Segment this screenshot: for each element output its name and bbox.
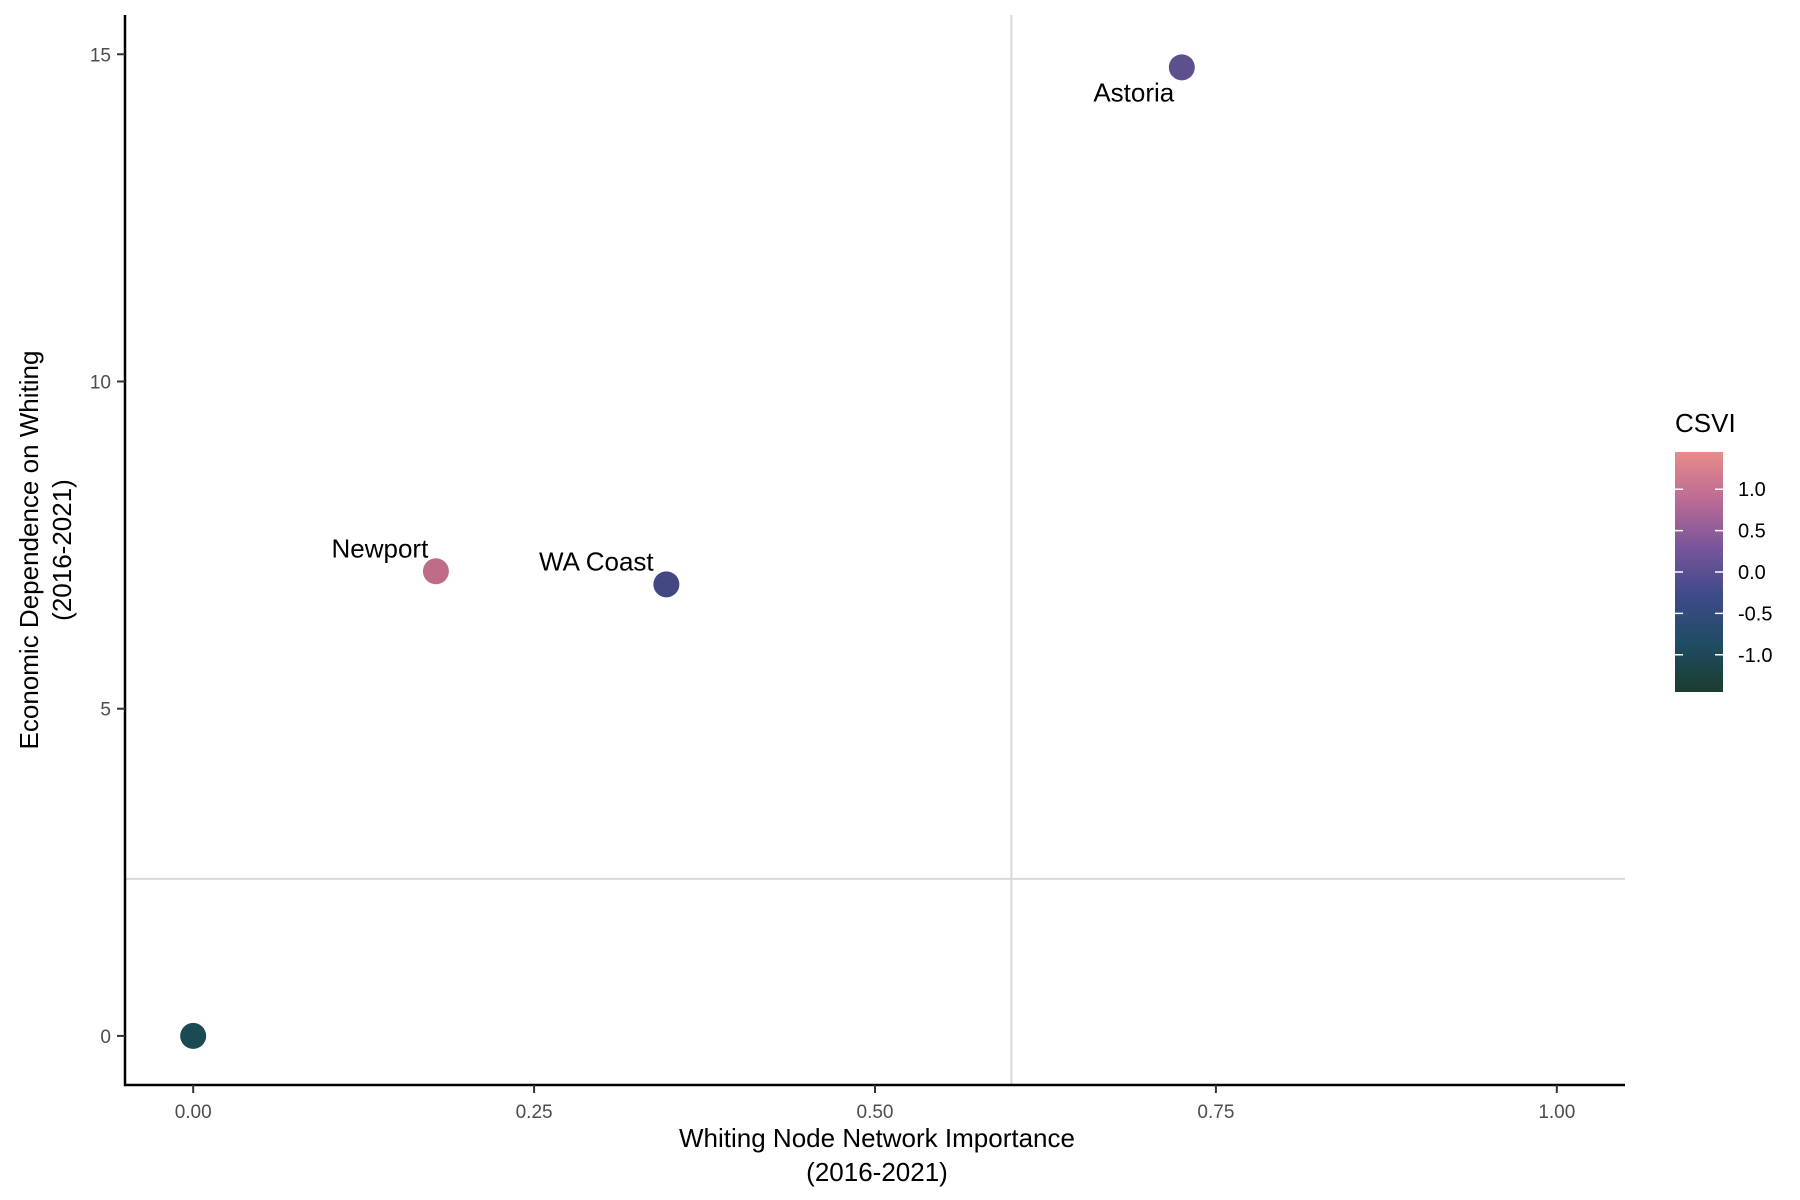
legend-tick-label: 0.0	[1738, 562, 1766, 584]
y-axis-ticks: 0 5 10 15	[90, 45, 125, 1048]
reference-lines	[125, 15, 1625, 1085]
x-tick-label: 0.75	[1197, 1102, 1234, 1123]
legend-tick-label: 0.5	[1738, 521, 1766, 543]
legend-tick-label: 1.0	[1738, 479, 1766, 501]
csvi-legend: CSVI 1.0 0.5 0.0 -0.5 -1.0	[1675, 408, 1772, 692]
data-point-wa-coast	[653, 571, 680, 598]
y-tick-label: 15	[90, 45, 111, 66]
data-point-newport	[422, 558, 449, 585]
point-label-newport: Newport	[331, 533, 429, 563]
x-axis-title-line1: Whiting Node Network Importance	[679, 1123, 1075, 1153]
data-point-astoria	[1168, 54, 1195, 81]
point-label-astoria: Astoria	[1093, 77, 1174, 107]
data-point-origin	[180, 1022, 207, 1049]
point-labels: Astoria Newport WA Coast	[331, 77, 1174, 576]
y-tick-label: 10	[90, 372, 111, 393]
y-axis-title-line1: Economic Dependence on Whiting	[14, 351, 44, 750]
x-tick-label: 0.25	[516, 1102, 553, 1123]
x-tick-label: 0.00	[175, 1102, 212, 1123]
x-axis-title-line2: (2016-2021)	[806, 1157, 948, 1187]
legend-title: CSVI	[1675, 408, 1736, 438]
y-tick-label: 5	[100, 700, 111, 721]
x-tick-label: 0.50	[857, 1102, 894, 1123]
y-axis-title-line2: (2016-2021)	[47, 479, 77, 621]
point-label-wa-coast: WA Coast	[539, 546, 654, 576]
y-tick-label: 0	[100, 1027, 111, 1048]
legend-tick-label: -1.0	[1738, 645, 1772, 667]
x-tick-label: 1.00	[1538, 1102, 1575, 1123]
data-points	[180, 54, 1195, 1049]
x-axis-ticks: 0.00 0.25 0.50 0.75 1.00	[175, 1085, 1575, 1123]
legend-tick-label: -0.5	[1738, 603, 1772, 625]
